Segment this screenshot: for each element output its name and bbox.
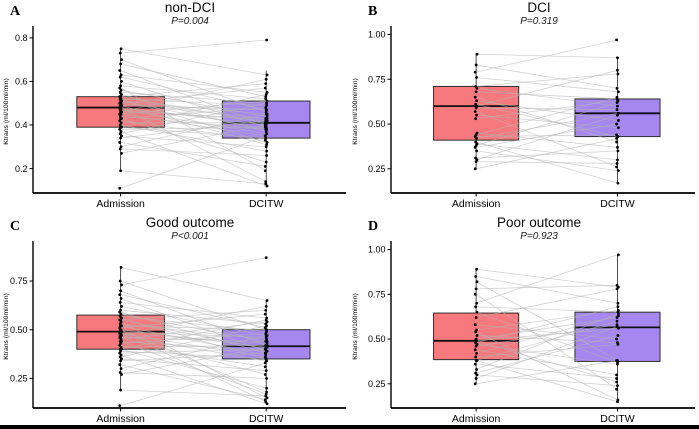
data-points xyxy=(473,253,620,404)
x-axis-ticks: Admission DCITW xyxy=(96,193,283,210)
axes xyxy=(390,241,695,409)
svg-text:0.75: 0.75 xyxy=(368,289,386,299)
svg-text:DCITW: DCITW xyxy=(600,198,634,210)
axes xyxy=(32,241,346,409)
svg-text:DCITW: DCITW xyxy=(249,413,283,425)
svg-text:0.50: 0.50 xyxy=(368,334,386,344)
y-axis-ticks: 0.25 0.50 0.75 1.00 xyxy=(368,30,391,174)
p-value-label-c: P<0.001 xyxy=(171,231,209,242)
y-axis-ticks: 0.25 0.50 0.75 1.00 xyxy=(368,245,391,389)
svg-text:0.6: 0.6 xyxy=(15,77,28,87)
svg-text:0.8: 0.8 xyxy=(15,33,28,43)
data-points xyxy=(118,256,269,408)
svg-text:0.25: 0.25 xyxy=(368,164,386,174)
svg-text:DCITW: DCITW xyxy=(600,413,634,425)
data-points xyxy=(473,38,620,185)
panel-poor-outcome: D Poor outcome P=0.923 0.25 0.50 0.75 1.00 A… xyxy=(349,215,699,429)
svg-text:0.75: 0.75 xyxy=(368,74,386,84)
boxplots xyxy=(76,48,311,187)
svg-text:0.50: 0.50 xyxy=(10,325,28,335)
y-axis-title: Ktrans (ml/100ml/min) xyxy=(352,78,359,144)
panel-letter-d: D xyxy=(368,219,379,234)
p-value-label-d: P=0.923 xyxy=(520,231,558,242)
pair-lines xyxy=(475,254,618,403)
panel-title-non-dci: non-DCI xyxy=(164,0,216,15)
plot-dci: 0.25 0.50 0.75 1.00 Admission DCITW Ktrans (ml… xyxy=(352,26,695,210)
plot-good-outcome: 0.25 0.50 0.75 Admission DCITW Ktrans (ml/100… xyxy=(3,241,346,425)
x-axis-ticks: Admission DCITW xyxy=(452,193,635,210)
panel-letter-b: B xyxy=(368,4,378,19)
pair-lines xyxy=(120,257,267,407)
svg-text:0.25: 0.25 xyxy=(10,374,28,384)
x-axis-ticks: Admission DCITW xyxy=(96,408,283,425)
svg-text:Admission: Admission xyxy=(452,198,501,210)
axes xyxy=(32,26,346,194)
y-axis-ticks: 0.2 0.4 0.6 0.8 xyxy=(15,33,33,174)
plot-non-dci: 0.2 0.4 0.6 0.8 Admission DCITW Ktrans (ml/100… xyxy=(3,26,346,210)
boxplots xyxy=(433,54,661,184)
panel-letter-c: C xyxy=(10,219,21,234)
svg-text:0.50: 0.50 xyxy=(368,119,386,129)
svg-text:1.00: 1.00 xyxy=(368,30,386,40)
svg-text:DCITW: DCITW xyxy=(249,198,283,210)
p-value-label-b: P=0.319 xyxy=(520,16,558,27)
panel-title-dci: DCI xyxy=(527,0,551,15)
pair-lines xyxy=(120,39,267,189)
axes xyxy=(390,26,695,194)
svg-text:0.4: 0.4 xyxy=(15,120,28,130)
x-axis-ticks: Admission DCITW xyxy=(452,408,635,425)
svg-text:0.75: 0.75 xyxy=(10,276,28,286)
y-axis-title: Ktrans (ml/100ml/min) xyxy=(3,78,10,144)
bottom-border-bar xyxy=(0,425,699,429)
y-axis-title: Ktrans (ml/100ml/min) xyxy=(352,293,359,359)
svg-text:0.25: 0.25 xyxy=(368,379,386,389)
svg-text:Admission: Admission xyxy=(96,198,145,210)
svg-text:1.00: 1.00 xyxy=(368,245,386,255)
svg-text:Admission: Admission xyxy=(452,413,501,425)
y-axis-title: Ktrans (ml/100ml/min) xyxy=(3,293,10,359)
panel-letter-a: A xyxy=(10,4,21,19)
data-points xyxy=(118,38,269,190)
panel-non-dci: A non-DCI P=0.004 0.2 0.4 0.6 0.8 Admission D… xyxy=(0,0,350,215)
plot-poor-outcome: 0.25 0.50 0.75 1.00 Admission DCITW Ktrans (ml… xyxy=(352,241,695,425)
panel-dci: B DCI P=0.319 0.25 0.50 0.75 1.00 Admission D… xyxy=(349,0,699,215)
pair-lines xyxy=(475,39,618,184)
svg-text:0.2: 0.2 xyxy=(15,164,28,174)
boxplots xyxy=(76,267,311,404)
panel-good-outcome: C Good outcome P<0.001 0.25 0.50 0.75 Admis… xyxy=(0,215,350,429)
panel-title-good-outcome: Good outcome xyxy=(145,215,235,230)
p-value-label-a: P=0.004 xyxy=(171,16,209,27)
y-axis-ticks: 0.25 0.50 0.75 xyxy=(10,276,33,384)
panel-title-poor-outcome: Poor outcome xyxy=(496,215,582,230)
svg-text:Admission: Admission xyxy=(96,413,145,425)
